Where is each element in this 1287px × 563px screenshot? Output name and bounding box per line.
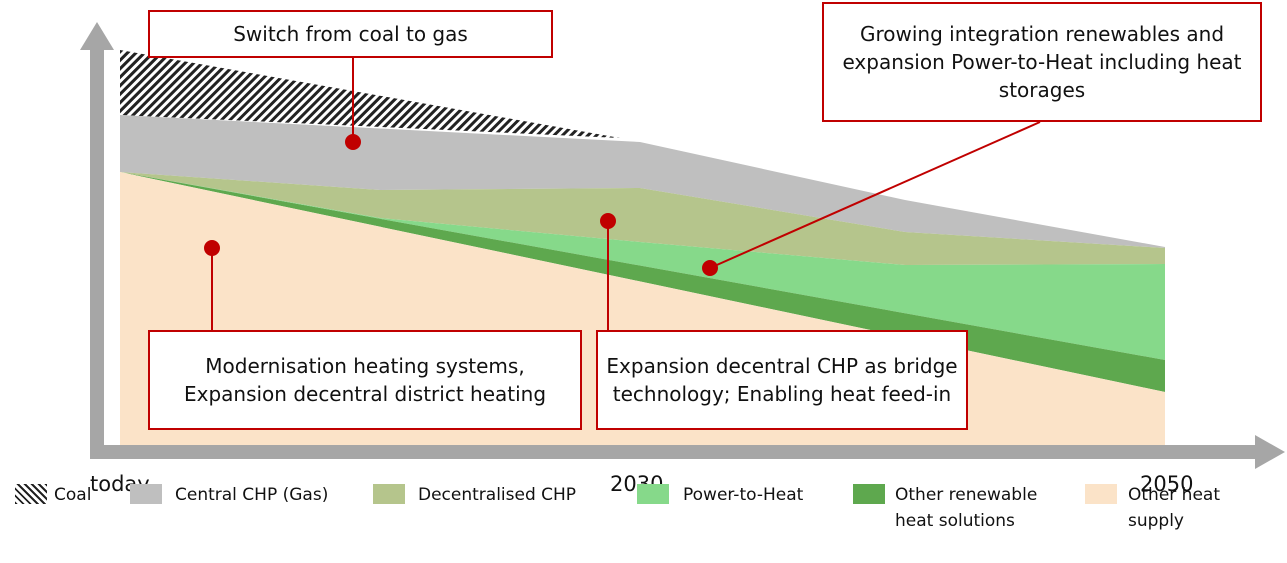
callout: Modernisation heating systems, Expansion…: [148, 330, 582, 430]
legend-label: Central CHP (Gas): [175, 485, 329, 505]
legend-swatch: [130, 484, 162, 504]
callout-pointers: [204, 58, 1041, 330]
legend-swatch: [1085, 484, 1117, 504]
coal-area: [120, 50, 620, 138]
legend-swatch: [373, 484, 405, 504]
callout: Switch from coal to gas: [148, 10, 553, 58]
legend-label: Other heat supply: [1128, 485, 1220, 531]
callout: Expansion decentral CHP as bridge techno…: [596, 330, 968, 430]
legend-label: Coal: [54, 485, 92, 505]
y-axis: [80, 22, 114, 455]
central-chp-area: [120, 115, 1165, 248]
legend-label: Power-to-Heat: [683, 485, 804, 505]
legend-swatch: [637, 484, 669, 504]
legend-swatch: [15, 484, 47, 504]
legend-swatch: [853, 484, 885, 504]
x-label: 2050: [1140, 472, 1194, 496]
decentral-chp-area: [120, 172, 1165, 265]
legend-label: Decentralised CHP: [418, 485, 577, 505]
legend-label: Other renewable heat solutions: [895, 485, 1038, 531]
callout: Growing integration renewables and expan…: [822, 2, 1262, 122]
x-axis: [90, 435, 1285, 469]
